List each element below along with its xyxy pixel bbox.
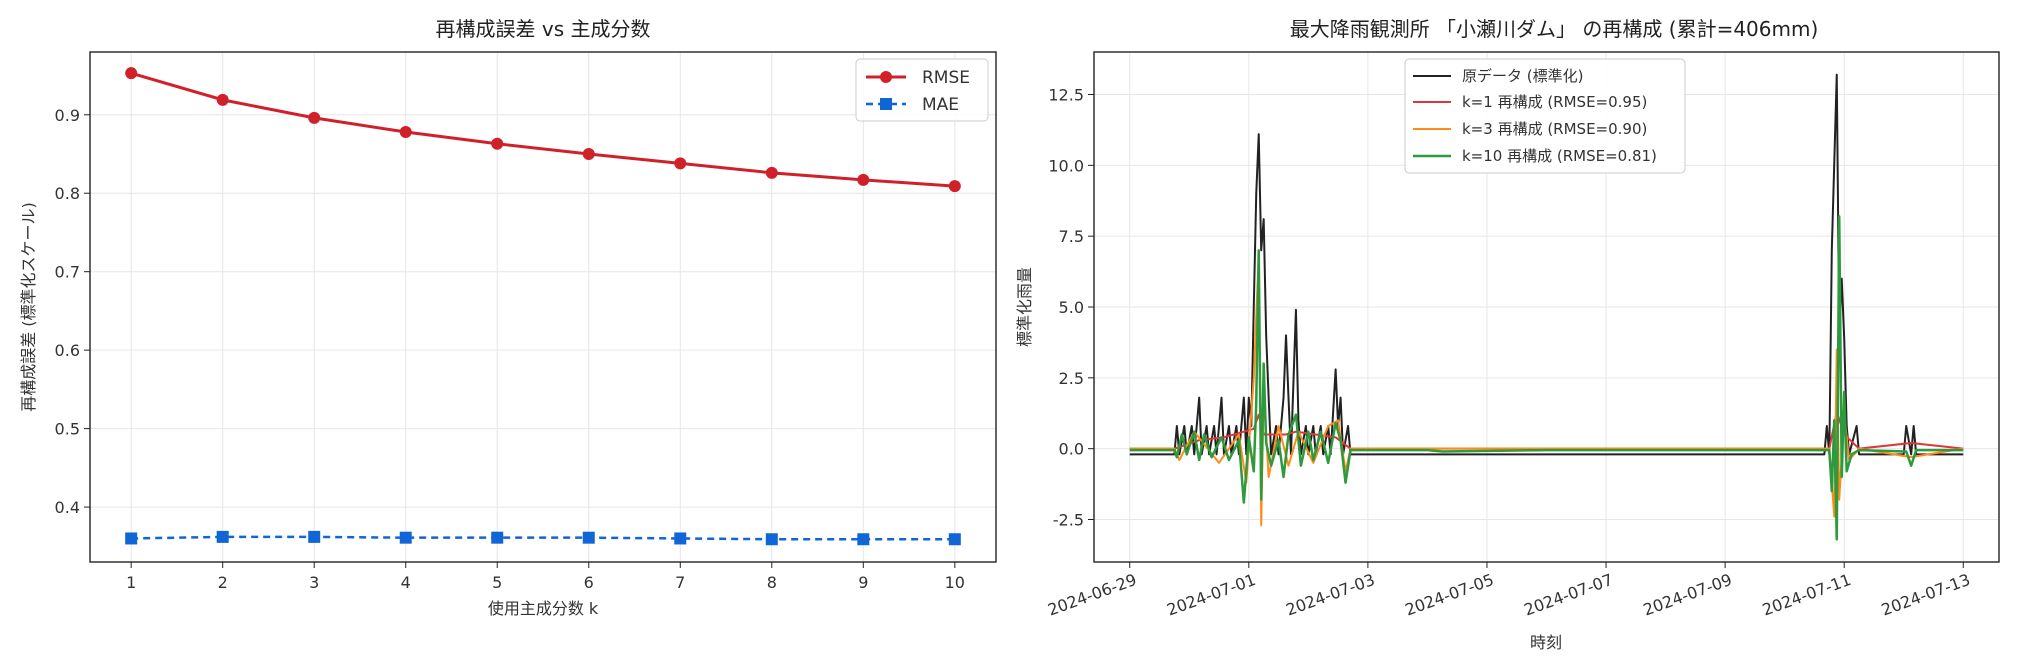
reconstruction-error-chart: 再構成誤差 vs 主成分数 1 2 3 4 5 6 7 8 9 10 0.40.50.60.70.… — [19, 17, 997, 618]
left-plot-frame — [89, 51, 997, 563]
mae-point — [399, 531, 412, 544]
legend-k10-label: k=10 再構成 (RMSE=0.81) — [1462, 147, 1657, 165]
rmse-point — [674, 157, 687, 170]
left-y-tick-label: 0.8 — [55, 184, 80, 203]
right-y-tick-label: 12.5 — [1048, 86, 1084, 105]
legend-k3-label: k=3 再構成 (RMSE=0.90) — [1462, 120, 1647, 138]
left-x-axis-label: 使用主成分数 k — [488, 599, 599, 618]
right-x-tick-label: 2024-07-03 — [1283, 570, 1377, 620]
left-chart-title: 再構成誤差 vs 主成分数 — [436, 17, 651, 41]
right-chart-title: 最大降雨観測所 「小瀬川ダム」 の再構成 (累計=406mm) — [1290, 17, 1819, 41]
mae-point — [582, 531, 595, 544]
right-y-tick-label: 0.0 — [1059, 440, 1084, 459]
right-x-ticks: 2024-06-29 2024-07-01 2024-07-03 2024-07-05… — [1045, 562, 1973, 620]
left-y-tick-label: 0.9 — [55, 106, 80, 125]
rmse-point — [216, 93, 229, 106]
rmse-point — [582, 148, 595, 160]
series-k10-line — [1129, 215, 1964, 541]
mae-point — [948, 533, 961, 546]
left-y-tick-label: 0.4 — [55, 498, 80, 517]
legend-mae-marker — [880, 98, 892, 110]
left-y-ticks: 0.4 0.5 0.6 0.7 0.8 0.9 — [55, 106, 90, 517]
right-legend: 原データ (標準化) k=1 再構成 (RMSE=0.95) k=3 再構成 (… — [1404, 58, 1686, 174]
right-x-tick-label: 2024-07-07 — [1522, 570, 1616, 620]
right-legend-box — [1404, 58, 1686, 174]
legend-k1-label: k=1 再構成 (RMSE=0.95) — [1462, 93, 1647, 111]
left-x-tick-label: 3 — [309, 573, 319, 592]
legend-rmse-label: RMSE — [922, 68, 970, 88]
right-x-tick-label: 2024-07-09 — [1641, 570, 1735, 620]
left-x-tick-label: 4 — [401, 573, 411, 592]
mae-point — [308, 530, 321, 543]
mae-point — [216, 530, 229, 543]
mae-point — [125, 532, 138, 545]
mae-point — [765, 533, 778, 546]
right-series-layer — [1129, 73, 1964, 541]
mae-point — [857, 533, 870, 546]
right-y-tick-label: 10.0 — [1048, 156, 1084, 175]
mae-line — [131, 535, 955, 541]
left-x-tick-label: 6 — [584, 573, 594, 592]
left-y-tick-label: 0.7 — [55, 263, 80, 282]
left-x-tick-label: 8 — [767, 573, 777, 592]
station-reconstruction-chart: 最大降雨観測所 「小瀬川ダム」 の再構成 (累計=406mm) 2024-06-… — [1015, 17, 2000, 652]
left-x-tick-label: 7 — [675, 573, 685, 592]
left-gridlines — [90, 52, 996, 562]
rmse-point — [399, 126, 412, 139]
left-legend: RMSE MAE — [855, 58, 989, 122]
legend-mae-label: MAE — [922, 95, 959, 115]
right-x-tick-label: 2024-07-05 — [1402, 570, 1496, 620]
left-y-tick-label: 0.6 — [55, 341, 80, 360]
rmse-point — [765, 166, 778, 179]
right-y-ticks: -2.5 0.0 2.5 5.0 7.5 10.0 12.5 — [1048, 86, 1094, 530]
left-x-tick-label: 1 — [126, 573, 136, 592]
right-y-axis-label: 標準化雨量 — [1015, 267, 1034, 347]
mae-point — [491, 531, 504, 544]
rmse-point — [125, 67, 138, 80]
rmse-point — [308, 111, 321, 124]
legend-rmse-marker — [880, 71, 892, 83]
right-x-tick-label: 2024-07-01 — [1164, 570, 1258, 620]
right-x-axis-label: 時刻 — [1530, 633, 1562, 652]
right-x-tick-label: 2024-07-13 — [1879, 570, 1973, 620]
mae-point — [674, 532, 687, 545]
left-y-axis-label: 再構成誤差 (標準化スケール) — [19, 202, 38, 412]
left-y-tick-label: 0.5 — [55, 420, 80, 439]
rmse-point — [491, 137, 504, 150]
left-x-tick-label: 5 — [492, 573, 502, 592]
rmse-point — [948, 180, 961, 193]
right-y-tick-label: 5.0 — [1059, 298, 1084, 317]
left-x-ticks: 1 2 3 4 5 6 7 8 9 10 — [126, 562, 965, 592]
legend-orig-label: 原データ (標準化) — [1462, 67, 1583, 85]
right-y-tick-label: 2.5 — [1059, 369, 1084, 388]
right-y-tick-label: 7.5 — [1059, 227, 1084, 246]
series-k1-line — [1129, 410, 1964, 450]
left-x-tick-label: 2 — [218, 573, 228, 592]
rmse-line — [130, 71, 955, 188]
right-x-tick-label: 2024-06-29 — [1045, 570, 1139, 620]
rmse-point — [857, 173, 870, 186]
left-x-tick-label: 9 — [858, 573, 868, 592]
right-y-tick-label: -2.5 — [1053, 511, 1084, 530]
left-series-layer — [125, 67, 961, 546]
left-x-tick-label: 10 — [945, 573, 965, 592]
right-x-tick-label: 2024-07-11 — [1760, 570, 1854, 620]
